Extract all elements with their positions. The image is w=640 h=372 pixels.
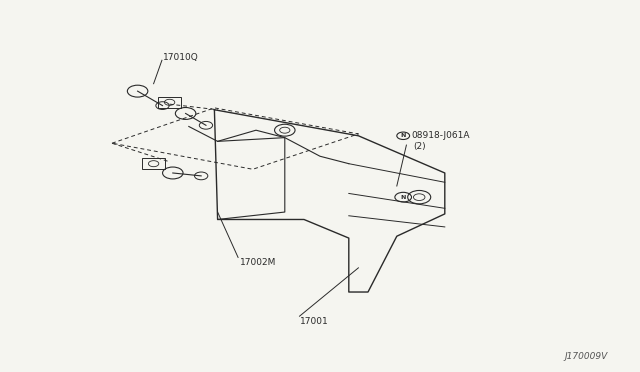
Text: 17001: 17001 <box>300 317 328 326</box>
Text: 08918-J061A: 08918-J061A <box>412 131 470 140</box>
Bar <box>142 158 165 169</box>
Bar <box>158 97 181 108</box>
Text: (2): (2) <box>413 142 426 151</box>
Text: 17010Q: 17010Q <box>163 53 199 62</box>
Text: N: N <box>401 133 406 138</box>
Text: 17002M: 17002M <box>240 258 276 267</box>
Text: N: N <box>401 195 406 200</box>
Text: J170009V: J170009V <box>564 352 608 361</box>
